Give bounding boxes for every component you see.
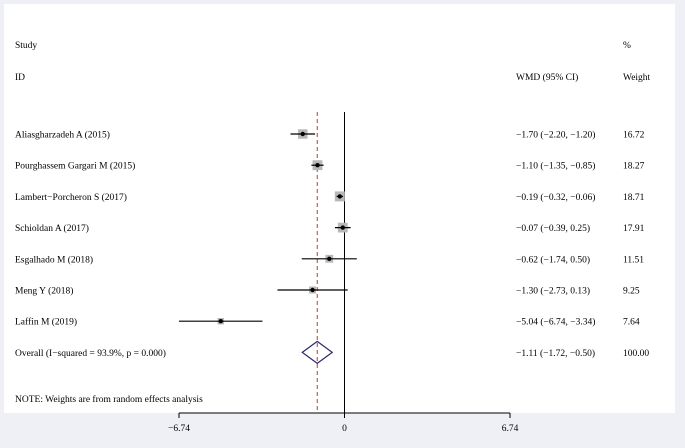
- study-label: Meng Y (2018): [15, 286, 73, 297]
- effect-ci-text: −5.04 (−6.74, −3.34): [516, 317, 595, 328]
- study-row: Aliasgharzadeh A (2015) −1.70 (−2.20, −1.…: [15, 129, 645, 141]
- study-label: Schioldan A (2017): [15, 223, 89, 234]
- x-tick-label: −6.74: [168, 424, 190, 434]
- effect-ci-text: −1.10 (−1.35, −0.85): [516, 161, 595, 172]
- point-estimate: [340, 225, 345, 230]
- point-estimate: [310, 287, 315, 293]
- study-rows: Aliasgharzadeh A (2015) −1.70 (−2.20, −1.…: [15, 129, 645, 328]
- point-estimate: [300, 131, 305, 137]
- effect-ci-text: −0.19 (−0.32, −0.06): [516, 192, 595, 203]
- point-estimate: [337, 194, 343, 199]
- plot-region: [4, 4, 675, 413]
- overall-diamond: [301, 340, 334, 365]
- study-row: Pourghassem Gargari M (2015) −1.10 (−1.35…: [15, 160, 645, 172]
- header-study: Study: [15, 41, 37, 51]
- study-row: Esgalhado M (2018) −0.62 (−1.74, 0.50) 11.…: [15, 254, 644, 265]
- weight-text: 9.25: [623, 287, 640, 297]
- effect-ci-text: −0.07 (−0.39, 0.25): [516, 223, 590, 234]
- study-label: Esgalhado M (2018): [15, 254, 93, 265]
- effect-ci-text: −1.70 (−2.20, −1.20): [516, 130, 595, 141]
- point-estimate: [327, 256, 332, 261]
- study-row: Laffin M (2019) −5.04 (−6.74, −3.34) 7.64: [15, 317, 640, 328]
- header-weight-percent: %: [623, 41, 631, 51]
- effect-ci-text: −0.62 (−1.74, 0.50): [516, 254, 590, 265]
- header: Study ID WMD (95% CI) % Weight: [15, 41, 651, 83]
- study-row: Lambert−Porcheron S (2017) −0.19 (−0.32, …: [15, 191, 645, 203]
- header-weight: Weight: [623, 73, 651, 83]
- note: NOTE: Weights are from random effects an…: [15, 394, 203, 405]
- header-effect: WMD (95% CI): [516, 72, 578, 83]
- weight-text: 11.51: [623, 255, 644, 265]
- weight-text: 18.27: [623, 162, 645, 172]
- weight-text: 16.72: [623, 131, 645, 141]
- study-label: Lambert−Porcheron S (2017): [15, 192, 127, 203]
- study-row: Meng Y (2018) −1.30 (−2.73, 0.13) 9.25: [15, 286, 640, 297]
- x-axis: −6.74 0 6.74: [168, 412, 519, 434]
- weight-text: 18.71: [623, 193, 645, 203]
- point-estimate: [218, 319, 223, 324]
- header-id: ID: [15, 73, 25, 83]
- overall-row: Overall (I−squared = 93.9%, p = 0.000) −1…: [15, 340, 649, 365]
- x-tick-label: 0: [342, 424, 347, 434]
- study-label: Pourghassem Gargari M (2015): [15, 161, 135, 172]
- effect-ci-text: −1.30 (−2.73, 0.13): [516, 286, 590, 297]
- x-tick-label: 6.74: [502, 424, 519, 434]
- weight-text: 7.64: [623, 318, 640, 328]
- study-label: Laffin M (2019): [15, 317, 77, 328]
- weight-text: 17.91: [623, 224, 645, 234]
- point-estimate: [315, 163, 320, 168]
- overall-label: Overall (I−squared = 93.9%, p = 0.000): [15, 348, 166, 359]
- overall-weight-text: 100.00: [623, 349, 649, 359]
- overall-ci-text: −1.11 (−1.72, −0.50): [516, 348, 595, 359]
- study-label: Aliasgharzadeh A (2015): [15, 130, 110, 141]
- study-row: Schioldan A (2017) −0.07 (−0.39, 0.25) 17.…: [15, 222, 645, 234]
